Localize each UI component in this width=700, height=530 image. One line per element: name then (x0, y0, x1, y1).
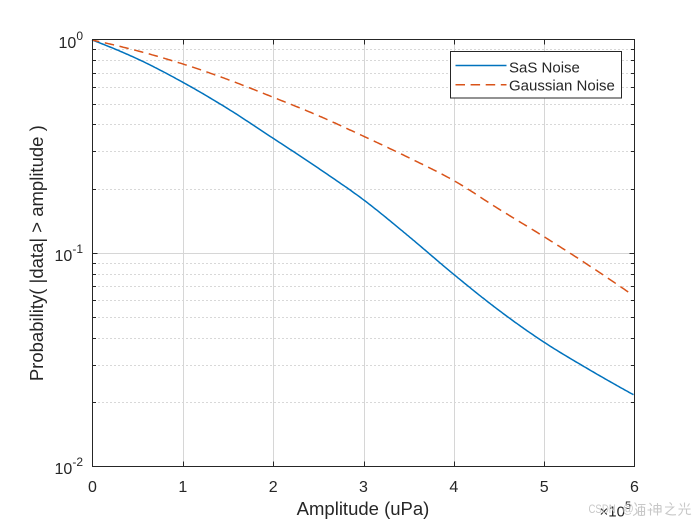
svg-text:Probability( |data| > amplitud: Probability( |data| > amplitude ) (26, 125, 47, 381)
svg-text:6: 6 (630, 479, 639, 496)
svg-text:Amplitude (uPa): Amplitude (uPa) (297, 498, 430, 519)
svg-text:×105: ×105 (600, 500, 632, 521)
svg-text:Gaussian Noise: Gaussian Noise (509, 78, 615, 95)
svg-text:0: 0 (88, 479, 97, 496)
svg-text:5: 5 (540, 479, 549, 496)
svg-text:1: 1 (178, 479, 187, 496)
svg-text:@: @ (623, 501, 634, 516)
svg-text:SaS Noise: SaS Noise (509, 59, 580, 76)
svg-text:CSDN: CSDN (589, 503, 616, 516)
svg-text:2: 2 (269, 479, 278, 496)
svg-text:4: 4 (449, 479, 458, 496)
svg-text:3: 3 (359, 479, 368, 496)
